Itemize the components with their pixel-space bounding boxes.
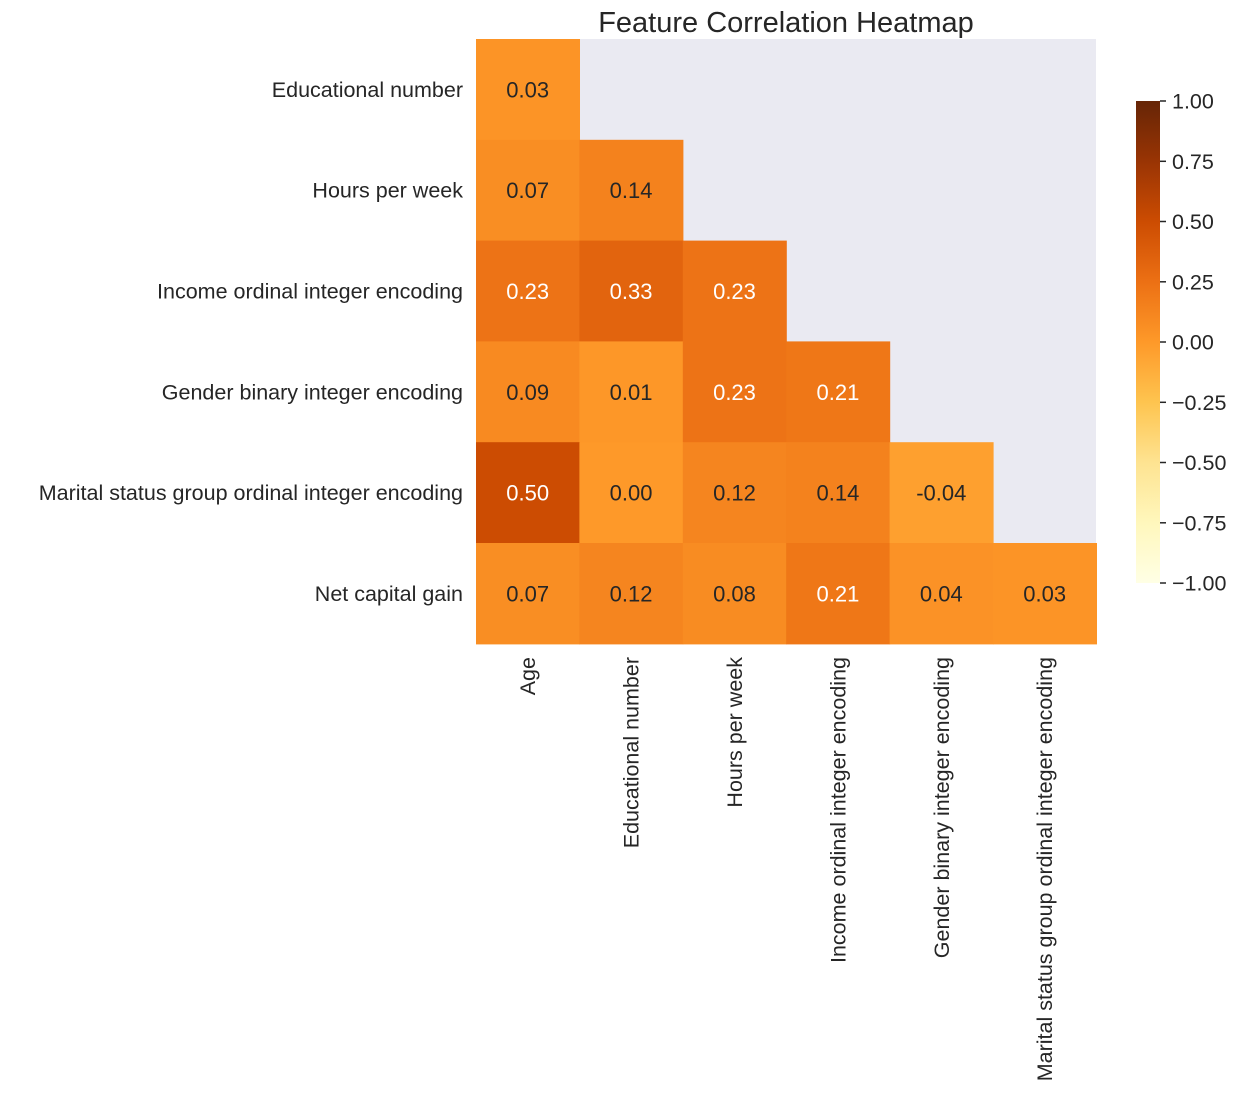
chart-title: Feature Correlation Heatmap bbox=[598, 7, 974, 39]
heatmap-cell bbox=[579, 341, 684, 443]
cell-value-label: 0.07 bbox=[506, 581, 549, 606]
cell-value-label: 0.03 bbox=[1023, 581, 1066, 606]
y-tick-label: Net capital gain bbox=[315, 582, 463, 606]
colorbar: 1.00 0.75 0.50 0.25 0.00 −0.25 −0.50 −0.75 −1.00 bbox=[1136, 90, 1226, 596]
cell-value-label: 0.21 bbox=[816, 581, 859, 606]
heatmap-cell bbox=[682, 240, 787, 342]
cell-value-label: 0.07 bbox=[506, 178, 549, 203]
heatmap-cell bbox=[476, 240, 580, 342]
x-tick-label: Marital status group ordinal integer enc… bbox=[1033, 657, 1057, 1081]
heatmap-cell bbox=[476, 543, 580, 645]
colorbar-tick-label: 0.75 bbox=[1172, 150, 1214, 174]
colorbar-tick-label: 0.25 bbox=[1172, 270, 1214, 294]
x-tick-label: Income ordinal integer encoding bbox=[826, 657, 850, 963]
cell-value-label: 0.23 bbox=[506, 279, 549, 304]
heatmap-cell bbox=[579, 240, 684, 342]
cell-value-label: 0.21 bbox=[816, 380, 859, 405]
cell-value-label: 0.50 bbox=[506, 481, 549, 506]
heatmap-cell bbox=[579, 442, 684, 544]
y-axis-tick-labels: Educational number Hours per week Income o… bbox=[39, 78, 464, 606]
cell-value-label: -0.04 bbox=[916, 481, 966, 506]
y-tick-label: Marital status group ordinal integer enc… bbox=[39, 481, 463, 505]
heatmap-cells: 0.03 0.07 0.14 0.23 0.33 0.23 0.09 0.01 0.23 0.21… bbox=[476, 39, 1097, 645]
cell-value-label: 0.08 bbox=[713, 581, 756, 606]
heatmap-cell bbox=[682, 543, 787, 645]
cell-value-label: 0.09 bbox=[506, 380, 549, 405]
y-tick-label: Gender binary integer encoding bbox=[162, 380, 463, 404]
heatmap-cell bbox=[786, 341, 891, 443]
heatmap-cell bbox=[476, 442, 580, 544]
cell-value-label: 0.12 bbox=[610, 581, 653, 606]
cell-value-label: 0.14 bbox=[610, 178, 653, 203]
heatmap-cell bbox=[889, 543, 994, 645]
x-tick-label: Hours per week bbox=[723, 657, 747, 808]
colorbar-gradient bbox=[1136, 101, 1160, 583]
colorbar-tick-label: 0.00 bbox=[1172, 331, 1214, 355]
x-tick-label: Age bbox=[516, 657, 540, 695]
colorbar-tick-label: −0.75 bbox=[1172, 511, 1226, 535]
colorbar-tick-label: −0.25 bbox=[1172, 391, 1226, 415]
heatmap-cell bbox=[579, 543, 684, 645]
cell-value-label: 0.14 bbox=[816, 481, 859, 506]
colorbar-tick-label: 1.00 bbox=[1172, 90, 1214, 114]
cell-value-label: 0.23 bbox=[713, 380, 756, 405]
cell-value-label: 0.12 bbox=[713, 481, 756, 506]
heatmap-cell bbox=[682, 442, 787, 544]
colorbar-tick-label: −1.00 bbox=[1172, 572, 1226, 596]
x-tick-label: Gender binary integer encoding bbox=[930, 657, 954, 958]
cell-value-label: 0.03 bbox=[506, 77, 549, 102]
heatmap-cell bbox=[786, 543, 891, 645]
cell-value-label: 0.23 bbox=[713, 279, 756, 304]
heatmap-cell bbox=[476, 139, 580, 242]
colorbar-tick-label: −0.50 bbox=[1172, 451, 1226, 475]
colorbar-tick-label: 0.50 bbox=[1172, 210, 1214, 234]
cell-value-label: 0.04 bbox=[920, 581, 963, 606]
x-tick-label: Educational number bbox=[620, 657, 644, 848]
y-tick-label: Income ordinal integer encoding bbox=[157, 280, 463, 304]
cell-value-label: 0.00 bbox=[610, 481, 653, 506]
x-axis-tick-labels: Age Educational number Hours per week Incom… bbox=[516, 657, 1057, 1082]
heatmap-cell bbox=[476, 341, 580, 443]
heatmap-cell bbox=[786, 442, 891, 544]
y-tick-label: Educational number bbox=[272, 78, 463, 102]
y-tick-label: Hours per week bbox=[312, 179, 463, 203]
heatmap-cell bbox=[993, 543, 1097, 645]
heatmap-cell bbox=[579, 139, 684, 242]
cell-value-label: 0.33 bbox=[610, 279, 653, 304]
heatmap-cell bbox=[476, 39, 580, 141]
heatmap-cell bbox=[889, 442, 994, 544]
heatmap-cell bbox=[682, 341, 787, 443]
colorbar-ticks: 1.00 0.75 0.50 0.25 0.00 −0.25 −0.50 −0.75 −1.00 bbox=[1160, 90, 1226, 596]
cell-value-label: 0.01 bbox=[610, 380, 653, 405]
